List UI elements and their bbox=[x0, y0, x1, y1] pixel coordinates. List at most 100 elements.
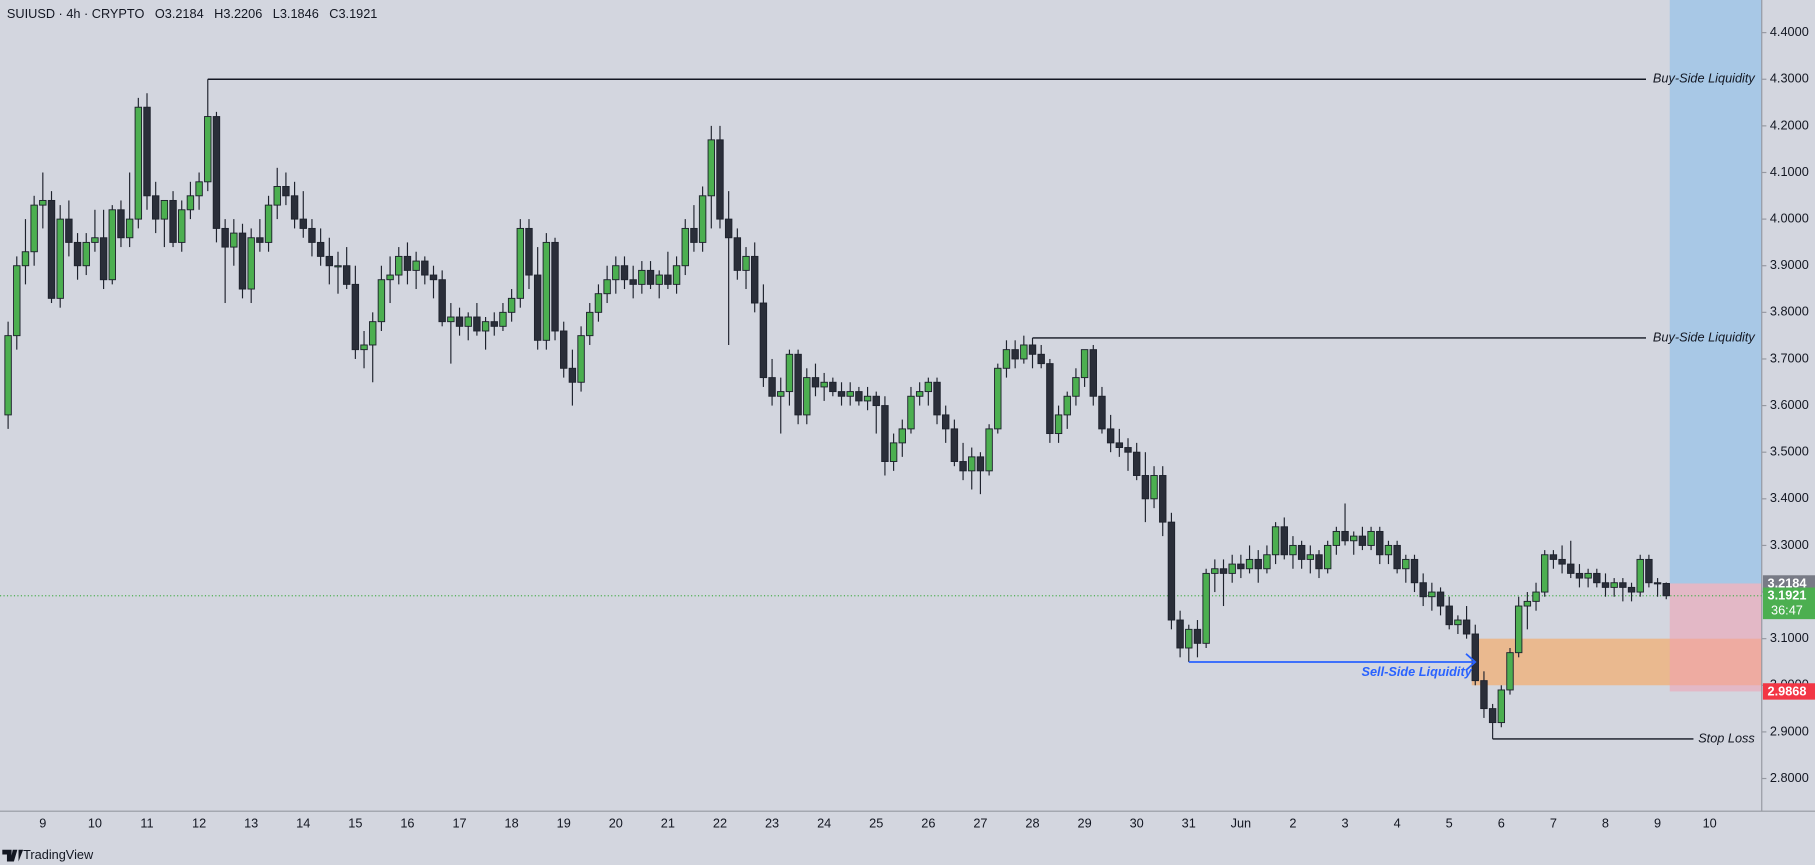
candle-body bbox=[1115, 442, 1124, 449]
price-tag-label: 2.9868 bbox=[1768, 683, 1807, 698]
candle-body bbox=[560, 330, 568, 369]
y-tick-label: 4.4000 bbox=[1770, 24, 1809, 39]
x-tick-label: 31 bbox=[1182, 815, 1196, 830]
candle-body bbox=[1020, 344, 1028, 360]
candle-body bbox=[603, 279, 611, 295]
candle-body bbox=[586, 311, 594, 337]
candle-body bbox=[577, 335, 585, 383]
candle-body bbox=[959, 461, 967, 472]
footer-text[interactable]: TradingView bbox=[23, 847, 94, 862]
candle-body bbox=[742, 255, 750, 271]
candle-body bbox=[1436, 591, 1445, 607]
candle-body bbox=[1211, 568, 1219, 574]
candle-body bbox=[473, 316, 481, 332]
candle-body bbox=[1002, 349, 1011, 369]
candle-body bbox=[403, 255, 412, 271]
candle-body bbox=[1271, 526, 1280, 556]
x-tick-label: 10 bbox=[1703, 815, 1717, 830]
y-tick-label: 4.3000 bbox=[1770, 71, 1809, 86]
x-tick-label: 5 bbox=[1446, 815, 1453, 830]
candle-body bbox=[707, 139, 716, 197]
candle-body bbox=[655, 274, 663, 285]
candle-body bbox=[1358, 535, 1367, 546]
candle-body bbox=[256, 237, 264, 243]
logo-icon bbox=[2, 849, 24, 862]
candle-body bbox=[1393, 544, 1401, 570]
candle-body bbox=[898, 428, 906, 444]
candle-body bbox=[751, 255, 759, 304]
candle-body bbox=[1532, 591, 1540, 602]
candle-body bbox=[811, 377, 820, 388]
candle-body bbox=[151, 195, 160, 220]
axes bbox=[0, 0, 1815, 812]
candle-body bbox=[1653, 582, 1662, 585]
x-tick-label: 8 bbox=[1602, 815, 1609, 830]
candle-body bbox=[212, 116, 221, 229]
candle-body bbox=[186, 195, 195, 211]
candle-body bbox=[1167, 521, 1176, 621]
candle-body bbox=[1610, 582, 1618, 588]
candle-body bbox=[785, 353, 794, 393]
candle-body bbox=[777, 391, 785, 397]
candle-body bbox=[1419, 582, 1427, 598]
x-tick-label: Jun bbox=[1231, 815, 1252, 830]
candle-body bbox=[1124, 447, 1132, 453]
candle-body bbox=[30, 204, 38, 253]
candle-body bbox=[1315, 554, 1323, 570]
y-tick-label: 4.0000 bbox=[1770, 210, 1809, 225]
candle-body bbox=[846, 391, 854, 397]
candle-body bbox=[976, 456, 985, 472]
candle-body bbox=[1541, 554, 1549, 593]
level-label: Stop Loss bbox=[1698, 730, 1755, 745]
candle-body bbox=[698, 195, 707, 243]
candle-body bbox=[1037, 353, 1045, 365]
candle-body bbox=[525, 227, 533, 276]
x-tick-label: 11 bbox=[140, 815, 153, 830]
candle-body bbox=[282, 186, 290, 197]
x-tick-label: 18 bbox=[505, 815, 519, 830]
candle-body bbox=[499, 311, 507, 327]
y-tick-label: 3.7000 bbox=[1770, 350, 1809, 365]
candle-body bbox=[1254, 558, 1262, 570]
candle-body bbox=[1462, 619, 1471, 635]
candle-body bbox=[820, 381, 828, 388]
candle-body bbox=[1619, 582, 1627, 588]
candle-body bbox=[664, 274, 672, 285]
candle-body bbox=[204, 116, 212, 183]
candle-body bbox=[56, 218, 64, 299]
candle-body bbox=[1523, 600, 1532, 607]
x-tick-label: 3 bbox=[1342, 815, 1349, 830]
y-tick-label: 4.1000 bbox=[1770, 164, 1809, 179]
candle-body bbox=[1445, 605, 1453, 626]
x-tick-label: 16 bbox=[400, 815, 414, 830]
ohlc-low: L3.1846 bbox=[273, 7, 319, 22]
x-tick-label: 15 bbox=[348, 815, 362, 830]
candle-body bbox=[1263, 554, 1271, 570]
candle-body bbox=[907, 395, 915, 430]
candle-body bbox=[316, 241, 325, 257]
candle-body bbox=[178, 209, 186, 243]
y-tick-label: 3.6000 bbox=[1770, 397, 1809, 412]
candle-body bbox=[1645, 558, 1653, 584]
candle-body bbox=[733, 237, 742, 271]
candle-body bbox=[1636, 558, 1644, 593]
x-tick-label: 24 bbox=[817, 815, 831, 830]
candle-body bbox=[1098, 395, 1106, 430]
zones bbox=[1471, 0, 1762, 692]
footer-logo: TradingView bbox=[2, 847, 94, 862]
x-tick-label: 7 bbox=[1550, 815, 1557, 830]
candle-body bbox=[507, 297, 516, 313]
candle-body bbox=[803, 377, 811, 416]
candle-body bbox=[1384, 544, 1393, 556]
candle-body bbox=[39, 199, 47, 206]
candle-body bbox=[395, 255, 403, 276]
candle-body bbox=[1080, 349, 1089, 379]
candle-body bbox=[264, 204, 273, 243]
candle-body bbox=[551, 241, 559, 332]
x-tick-label: 14 bbox=[296, 815, 310, 830]
candle-body bbox=[1159, 475, 1167, 523]
candles bbox=[4, 79, 1670, 739]
candle-body bbox=[681, 227, 689, 267]
level-label: Buy-Side Liquidity bbox=[1653, 329, 1756, 344]
